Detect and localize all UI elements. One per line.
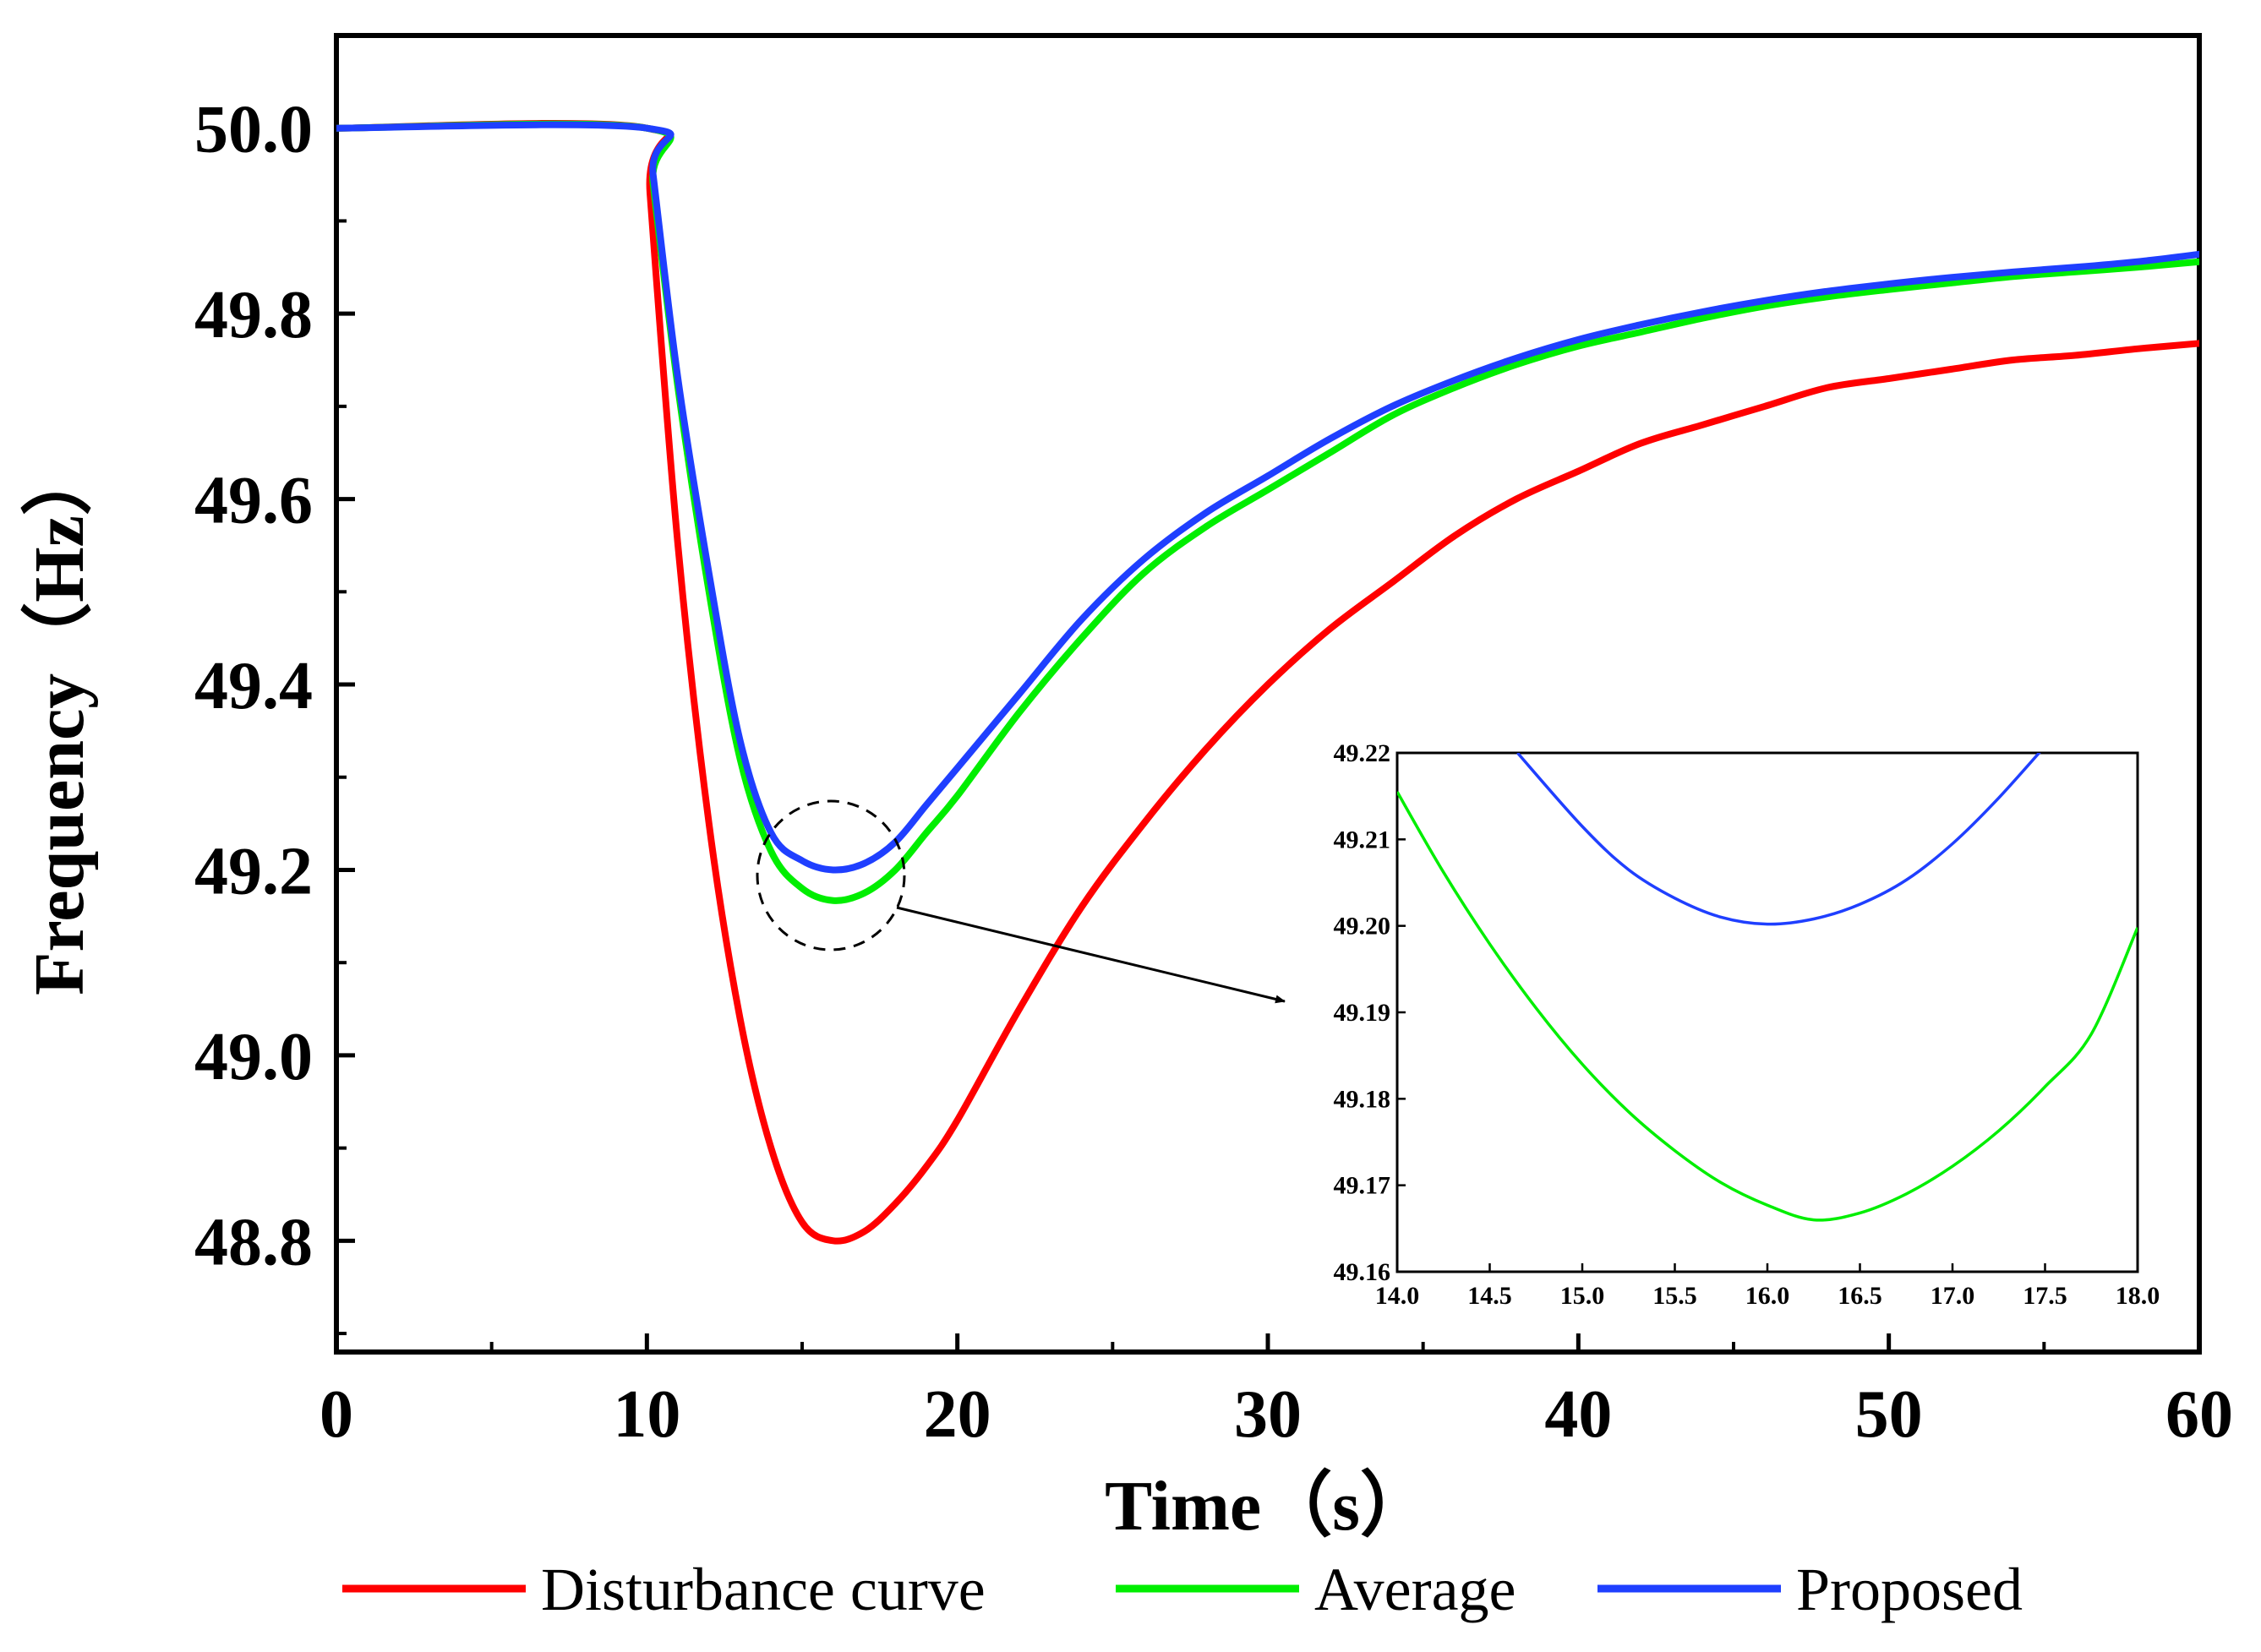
inset-x-tick-label: 15.0 [1560,1282,1605,1310]
inset-line-average [1397,791,2138,1222]
inset-x-tick-label: 14.5 [1467,1282,1512,1310]
x-tick-label: 50 [1855,1377,1923,1452]
inset-y-tick-label: 49.21 [1334,826,1391,853]
inset-y-tick-label: 49.19 [1334,999,1391,1027]
y-tick-label: 50.0 [194,93,313,167]
x-tick-label: 40 [1544,1377,1612,1452]
inset-y-tick-label: 49.16 [1334,1258,1391,1286]
inset-y-tick-label: 49.17 [1334,1172,1391,1200]
zoom-arrow [896,906,1286,1004]
legend-label-proposed: Proposed [1796,1556,2023,1623]
inset-line-proposed [1516,753,2041,926]
inset-x-axis-ticks: 14.0 14.5 15.0 15.5 16.0 16.5 17.0 17.5 18.0 [1375,1263,2160,1310]
inset-frame [1395,751,2139,1273]
zoom-highlight-circle [756,799,906,951]
series-line-proposed [336,121,2199,874]
x-tick-label: 0 [319,1377,353,1452]
inset-y-axis-ticks: 49.16 49.17 49.18 49.19 49.20 49.21 49.22 [1334,739,1406,1286]
inset-x-tick-label: 15.5 [1652,1282,1697,1310]
inset-series-lines [1397,753,2138,1222]
legend-label-average: Average [1314,1556,1516,1623]
y-axis-title: Frequency（Hz） [20,444,99,995]
x-tick-label: 60 [2165,1377,2233,1452]
inset-x-tick-label: 17.0 [1931,1282,1975,1310]
x-axis-title: Time（s） [1105,1467,1431,1546]
series-line-disturbance [336,120,2199,1245]
y-tick-label: 49.6 [194,464,313,538]
inset-y-tick-label: 49.22 [1334,739,1391,767]
x-tick-label: 20 [924,1377,991,1452]
y-tick-label: 49.8 [194,278,313,352]
inset-x-tick-label: 16.5 [1838,1282,1882,1310]
x-tick-label: 10 [613,1377,680,1452]
inset-x-tick-label: 14.0 [1375,1282,1420,1310]
series-lines [336,120,2199,1245]
inset-x-tick-label: 18.0 [2116,1282,2160,1310]
legend-label-disturbance: Disturbance curve [541,1556,986,1623]
inset-y-tick-label: 49.18 [1334,1085,1391,1113]
legend: Disturbance curve Average Proposed [342,1556,2023,1623]
inset-y-tick-label: 49.20 [1334,913,1391,940]
zoom-inset: 14.0 14.5 15.0 15.5 16.0 16.5 17.0 17.5 18.0 49.… [1334,739,2160,1310]
x-axis-ticks: 0 10 20 30 40 50 60 [319,1333,2233,1452]
y-tick-label: 49.0 [194,1020,313,1094]
x-tick-label: 30 [1234,1377,1302,1452]
inset-x-tick-label: 16.0 [1745,1282,1790,1310]
y-axis-ticks: 48.8 49.0 49.2 49.4 49.6 49.8 50.0 [194,34,355,1336]
y-tick-label: 48.8 [194,1205,313,1279]
inset-x-tick-label: 17.5 [2023,1282,2067,1310]
y-tick-label: 49.4 [194,649,313,723]
y-tick-label: 49.2 [194,834,313,908]
